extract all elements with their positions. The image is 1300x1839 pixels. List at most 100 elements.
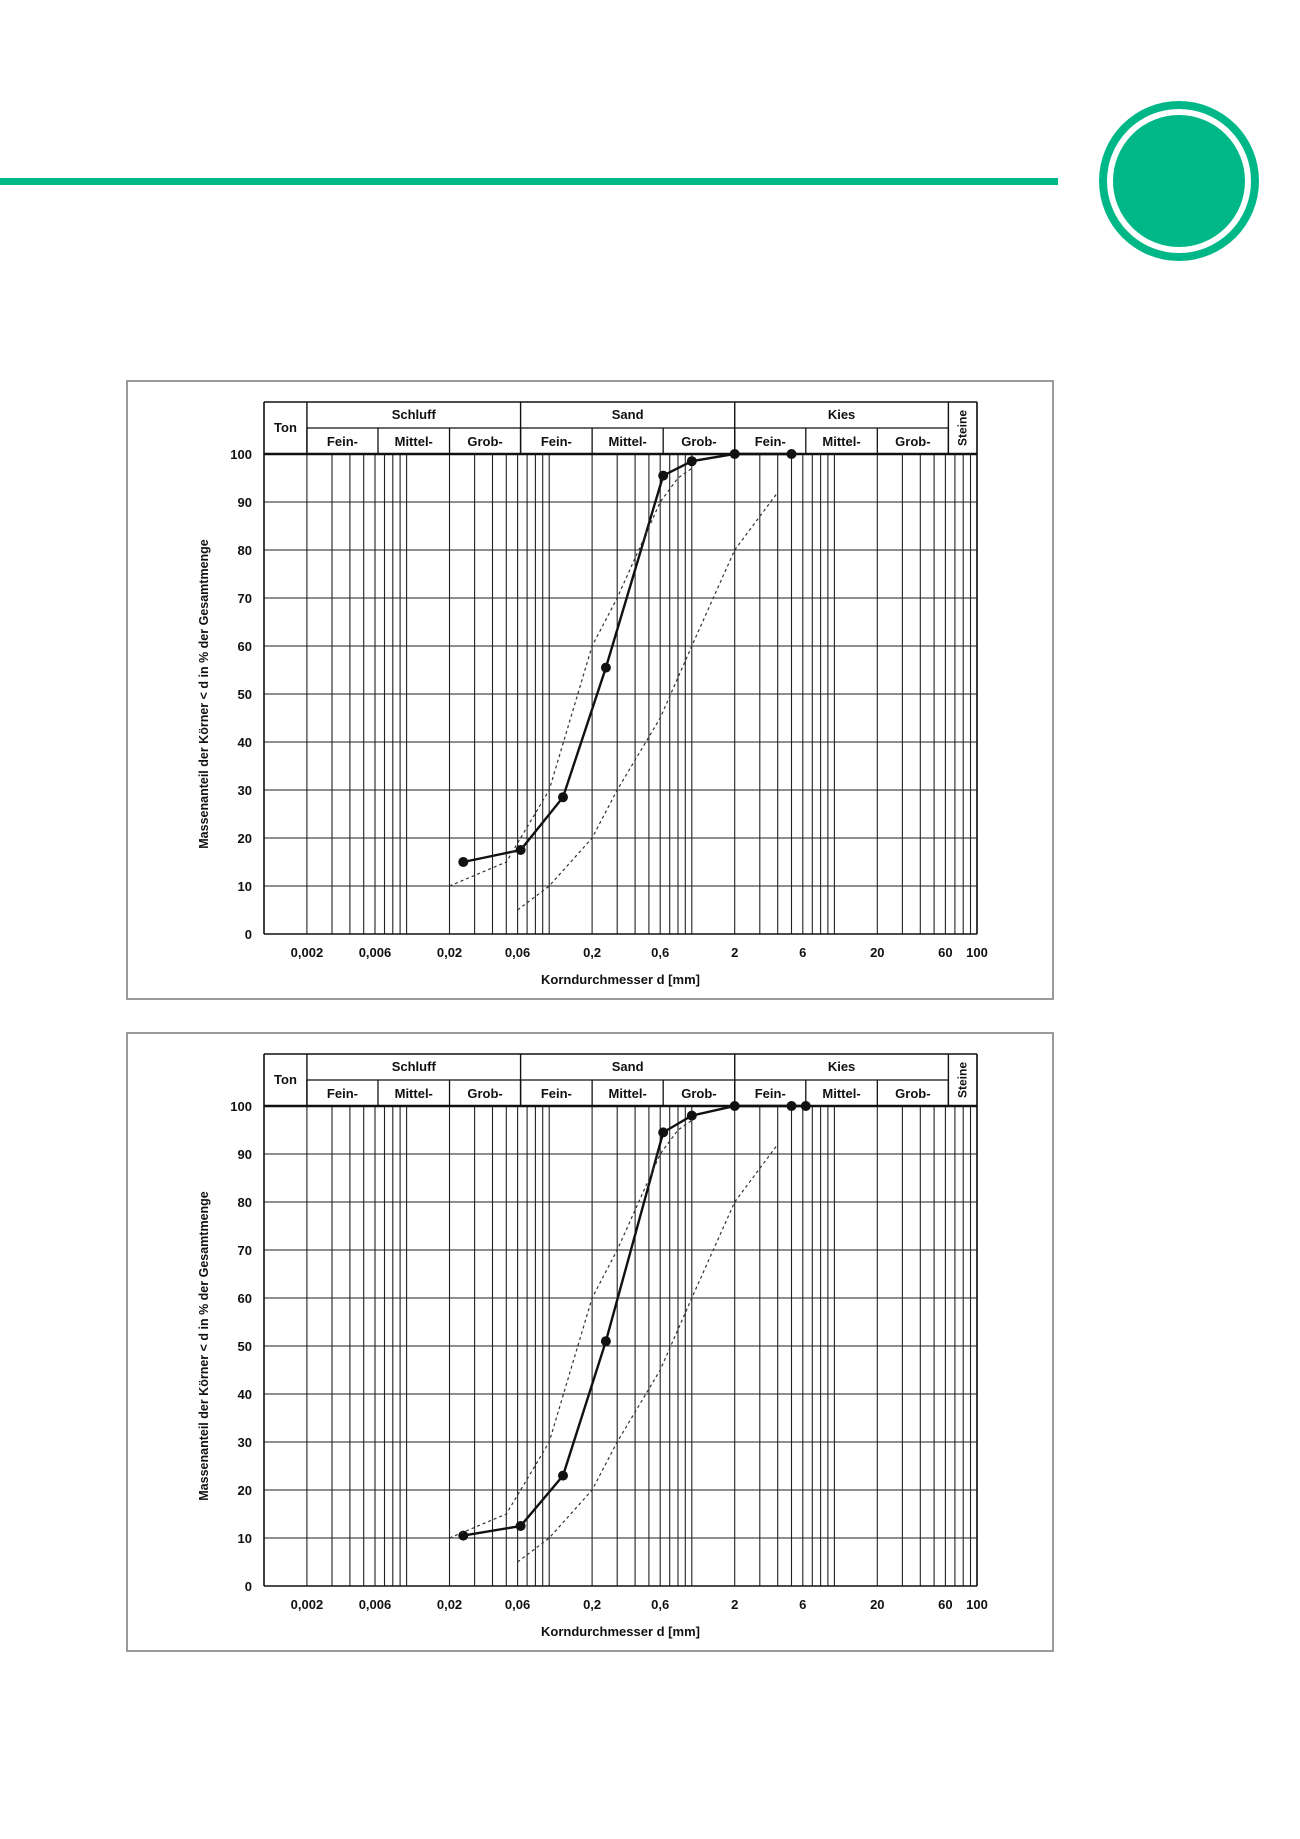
x-tick-label: 0,006 [359,945,392,960]
header-subgroup-label: Fein- [327,434,358,449]
header-group-label: Kies [828,407,855,422]
x-tick-label: 6 [799,945,806,960]
x-tick-label: 20 [870,945,884,960]
data-point-marker [686,456,697,467]
y-tick-label: 60 [238,639,252,654]
x-tick-label: 100 [966,945,988,960]
header-ton-label: Ton [274,1072,297,1087]
grading-curve-line [463,452,792,864]
grain-size-chart-2: 0 10 20 30 40 50 60 70 80 90 100 Ton Schluff Sand Kies… [197,1053,988,1639]
y-tick-label: 100 [230,1099,252,1114]
x-tick-label: 60 [938,1597,952,1612]
x-tick-label: 0,6 [651,945,669,960]
header-subgroup-label: Fein- [755,434,786,449]
x-tick-label: 60 [938,945,952,960]
accent-rule [0,178,1058,185]
x-axis-title: Korndurchmesser d [mm] [541,972,700,987]
header-subgroup-label: Fein- [541,434,572,449]
chart-panel-2: 0 10 20 30 40 50 60 70 80 90 100 Ton Schluff Sand Kies… [126,1032,1054,1652]
header-group-label: Sand [612,1059,644,1074]
y-tick-label: 40 [238,1387,252,1402]
y-axis-title: Massenanteil der Körner < d in % der Ges… [197,1191,211,1501]
y-tick-label: 20 [238,831,252,846]
data-point-marker [729,449,740,459]
y-tick-label: 20 [238,1483,252,1498]
x-tick-label: 0,2 [583,945,601,960]
header-steine-label: Steine [956,410,970,446]
y-tick-label: 30 [238,783,252,798]
x-tick-label: 0,02 [437,1597,462,1612]
grading-curve-line [463,1104,806,1537]
chart-panel-1: 0 10 20 30 40 50 60 70 80 90 100 Ton Schluff Sand Kies… [126,380,1054,1000]
data-point-marker [800,1101,811,1111]
header-ton-label: Ton [274,420,297,435]
y-tick-label: 90 [238,1147,252,1162]
header-group-label: Schluff [392,1059,437,1074]
data-point-marker [558,792,568,803]
x-tick-label: 0,006 [359,1597,392,1612]
header-subgroup-label: Grob- [895,434,930,449]
circle-badge-inner [1107,109,1251,253]
data-point-marker [729,1101,740,1111]
data-point-marker [600,1336,611,1347]
y-tick-label: 70 [238,1243,252,1258]
x-tick-label: 0,002 [291,1597,324,1612]
y-tick-label: 0 [245,1579,252,1594]
y-tick-label: 100 [230,447,252,462]
header-group-label: Sand [612,407,644,422]
y-tick-label: 10 [238,879,252,894]
header-subgroup-label: Mittel- [395,434,433,449]
x-axis-title: Korndurchmesser d [mm] [541,1624,700,1639]
header-group-label: Kies [828,1059,855,1074]
header-subgroup-label: Grob- [467,434,502,449]
y-tick-label: 90 [238,495,252,510]
header-subgroup-label: Grob- [467,1086,502,1101]
data-point-marker [786,449,797,459]
grain-size-chart-1: 0 10 20 30 40 50 60 70 80 90 100 Ton Schluff Sand Kies… [197,401,988,987]
header-subgroup-label: Grob- [895,1086,930,1101]
y-tick-label: 0 [245,927,252,942]
y-tick-label: 50 [238,687,252,702]
y-tick-label: 80 [238,543,252,558]
x-tick-label: 0,6 [651,1597,669,1612]
header-subgroup-label: Fein- [755,1086,786,1101]
data-point-marker [600,662,611,673]
data-point-marker [515,1521,526,1531]
header-subgroup-label: Mittel- [822,434,860,449]
header-subgroup-label: Grob- [681,434,716,449]
header-subgroup-label: Mittel- [609,1086,647,1101]
header-subgroup-label: Fein- [327,1086,358,1101]
x-tick-label: 2 [731,1597,738,1612]
x-tick-label: 0,06 [505,945,530,960]
x-tick-label: 0,002 [291,945,324,960]
y-tick-label: 70 [238,591,252,606]
x-tick-label: 0,06 [505,1597,530,1612]
data-point-marker [786,1101,797,1111]
header-subgroup-label: Grob- [681,1086,716,1101]
data-point-marker [515,845,526,855]
y-tick-label: 60 [238,1291,252,1306]
data-point-marker [658,1127,669,1138]
data-point-marker [686,1110,697,1121]
data-point-marker [558,1470,568,1481]
y-tick-label: 40 [238,735,252,750]
header-steine-label: Steine [956,1062,970,1098]
x-tick-label: 20 [870,1597,884,1612]
data-point-marker [458,1530,469,1541]
x-tick-label: 2 [731,945,738,960]
y-tick-label: 30 [238,1435,252,1450]
envelope-line [517,1144,779,1563]
envelope-line [449,467,693,887]
x-tick-label: 100 [966,1597,988,1612]
header-subgroup-label: Mittel- [822,1086,860,1101]
y-tick-label: 50 [238,1339,252,1354]
header-subgroup-label: Mittel- [609,434,647,449]
header-subgroup-label: Mittel- [395,1086,433,1101]
envelope-line [449,1119,693,1539]
data-point-marker [458,857,469,867]
x-tick-label: 0,2 [583,1597,601,1612]
y-tick-label: 80 [238,1195,252,1210]
header-group-label: Schluff [392,407,437,422]
x-tick-label: 6 [799,1597,806,1612]
x-tick-label: 0,02 [437,945,462,960]
